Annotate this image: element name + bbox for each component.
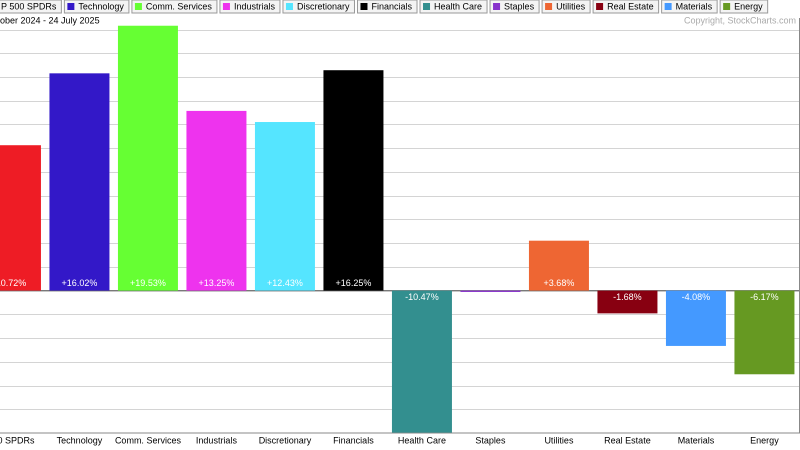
x-tick-label: Financials [333,435,374,445]
legend-item: Utilities [541,0,591,14]
legend-swatch [423,3,431,10]
legend-label: Financials [371,1,412,11]
legend-item: P 500 SPDRs [0,0,62,14]
x-tick-label: Comm. Services [115,435,182,445]
legend-border [489,0,540,14]
bar [460,290,521,292]
legend-label: Health Care [434,1,482,11]
value-label: +3.68% [544,278,575,288]
legend-label: P 500 SPDRs [1,1,57,11]
legend-item: Health Care [419,0,488,14]
legend-label: Energy [734,1,763,11]
x-tick-label: Energy [750,435,779,445]
legend-label: Industrials [234,1,276,11]
x-tick-label: 500 SPDRs [0,435,35,445]
legend-item: Energy [719,0,769,14]
value-label: +16.25% [336,278,372,288]
legend-swatch [67,3,75,10]
legend-border [719,0,769,14]
legend-label: Technology [78,1,124,11]
value-label: -10.47% [405,292,439,302]
legend-swatch [134,3,142,10]
legend-border [0,0,62,14]
bar [323,70,384,291]
legend-swatch [360,3,368,10]
legend-border [131,0,218,14]
legend-label: Real Estate [607,1,654,11]
legend-label: Materials [676,1,713,11]
legend-border [63,0,130,14]
legend-item: Comm. Services [131,0,218,14]
legend-border [282,0,355,14]
bar [49,73,110,291]
chart-subtitle: ober 2024 - 24 July 2025 [0,15,100,25]
legend-item: Technology [63,0,130,14]
legend-border [219,0,281,14]
legend-label: Discretionary [297,1,350,11]
legend-item: Real Estate [592,0,660,14]
legend-border [592,0,660,14]
x-tick-label: Utilities [544,435,574,445]
bar [734,290,795,375]
legend-swatch [723,3,731,10]
legend-border [661,0,718,14]
value-label: +12.43% [267,278,303,288]
bar [597,290,658,314]
x-tick-label: Technology [57,435,103,445]
bar [665,290,726,346]
value-label: 10.72% [0,278,26,288]
value-label: +19.53% [130,278,166,288]
x-tick-label: Industrials [196,435,238,445]
bar [117,25,178,291]
bar [186,110,247,291]
copyright: Copyright, StockCharts.com [684,15,796,25]
legend-item: Staples [489,0,540,14]
legend-border [356,0,418,14]
bar [528,240,589,291]
legend-label: Staples [504,1,535,11]
legend-item: Materials [661,0,718,14]
legend-item: Financials [356,0,418,14]
value-label: +16.02% [62,278,98,288]
legend-swatch [664,3,672,10]
bar [254,122,315,291]
bar [0,145,41,291]
bar [391,290,452,433]
value-label: -6.17% [750,292,779,302]
legend-swatch [545,3,553,10]
x-tick-label: Materials [678,435,715,445]
value-label: -1.68% [613,292,642,302]
legend-item: Industrials [219,0,281,14]
x-tick-label: Staples [475,435,506,445]
x-tick-label: Health Care [398,435,446,445]
value-label: +13.25% [199,278,235,288]
legend-label: Comm. Services [146,1,213,11]
legend-swatch [285,3,293,10]
legend-swatch [493,3,501,10]
x-tick-label: Discretionary [259,435,312,445]
legend-border [541,0,591,14]
legend-item: Discretionary [282,0,355,14]
value-label: -4.08% [682,292,711,302]
x-tick-label: Real Estate [604,435,651,445]
legend-swatch [596,3,604,10]
legend-swatch [222,3,230,10]
legend-label: Utilities [556,1,586,11]
legend-border [419,0,488,14]
